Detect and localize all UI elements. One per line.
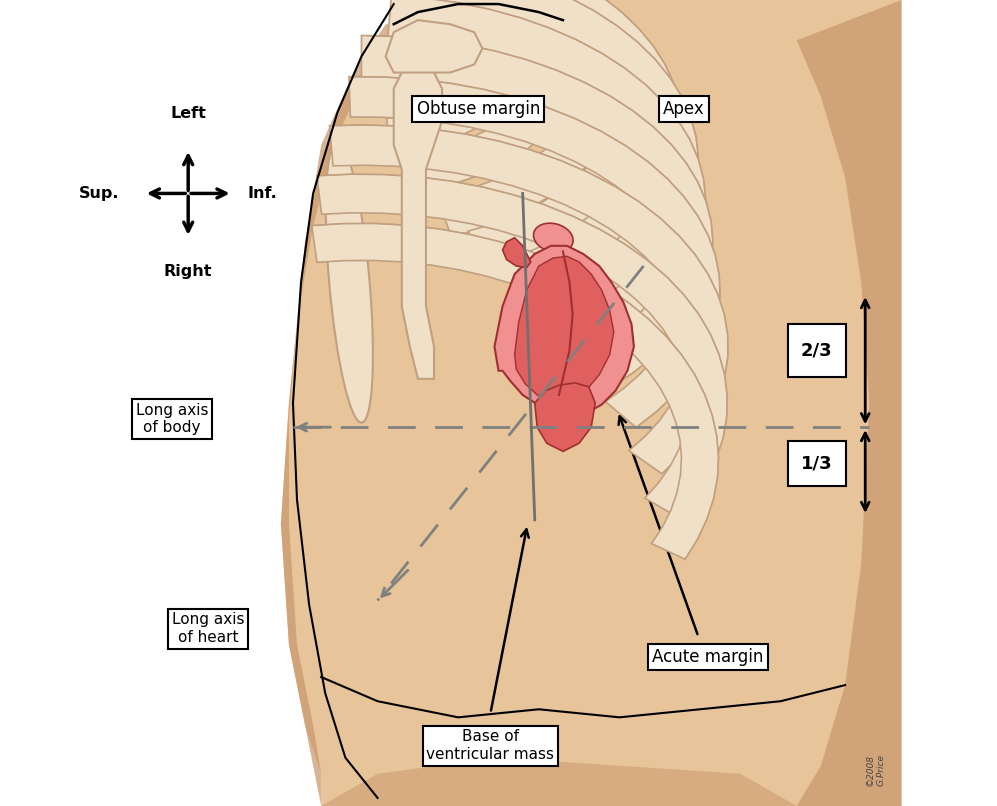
Text: Left: Left xyxy=(170,106,206,121)
Polygon shape xyxy=(386,20,483,73)
Polygon shape xyxy=(330,125,728,474)
Polygon shape xyxy=(312,223,719,559)
Text: Base of
ventricular mass: Base of ventricular mass xyxy=(427,729,554,762)
Polygon shape xyxy=(349,77,720,427)
Text: Long axis
of body: Long axis of body xyxy=(136,403,208,435)
Polygon shape xyxy=(797,0,901,806)
Polygon shape xyxy=(321,758,901,806)
Polygon shape xyxy=(281,0,901,806)
Polygon shape xyxy=(409,0,582,192)
Text: Sup.: Sup. xyxy=(79,186,120,201)
Text: Inf.: Inf. xyxy=(247,186,277,201)
Text: Right: Right xyxy=(164,264,212,279)
Text: ©2008
G.Price: ©2008 G.Price xyxy=(866,754,885,786)
Text: 1/3: 1/3 xyxy=(801,455,832,472)
Polygon shape xyxy=(281,24,402,806)
Polygon shape xyxy=(469,0,657,271)
Polygon shape xyxy=(388,0,706,360)
Ellipse shape xyxy=(326,142,373,422)
Polygon shape xyxy=(514,256,614,401)
Polygon shape xyxy=(433,0,682,302)
Text: Obtuse margin: Obtuse margin xyxy=(417,100,540,118)
Polygon shape xyxy=(495,246,634,417)
Polygon shape xyxy=(502,238,530,268)
Polygon shape xyxy=(362,35,713,388)
FancyBboxPatch shape xyxy=(788,325,845,377)
Text: Apex: Apex xyxy=(663,100,705,118)
Text: Long axis
of heart: Long axis of heart xyxy=(172,613,244,645)
Polygon shape xyxy=(394,64,442,379)
Polygon shape xyxy=(317,174,727,517)
Polygon shape xyxy=(534,383,595,451)
Polygon shape xyxy=(412,0,698,331)
Ellipse shape xyxy=(533,223,573,252)
FancyBboxPatch shape xyxy=(788,442,845,485)
Text: Acute margin: Acute margin xyxy=(652,648,764,666)
Polygon shape xyxy=(387,0,540,153)
Polygon shape xyxy=(437,0,624,237)
Text: 2/3: 2/3 xyxy=(801,342,832,359)
